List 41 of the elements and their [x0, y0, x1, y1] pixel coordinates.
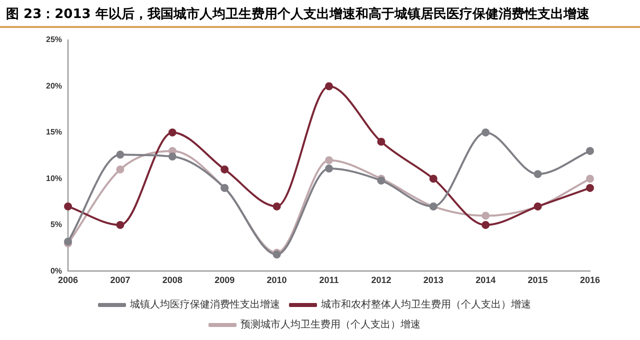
x-tick-label: 2007: [110, 275, 130, 286]
x-tick-label: 2011: [319, 275, 339, 286]
x-tick-label: 2006: [58, 275, 78, 286]
x-tick-label: 2015: [528, 275, 548, 286]
point: [116, 220, 124, 229]
point: [482, 220, 490, 229]
point: [325, 156, 334, 164]
x-tick-label: 2016: [580, 275, 600, 286]
y-tick-label: 25%: [46, 35, 62, 44]
legend-label: 城镇人均医疗保健消费性支出增速: [129, 298, 280, 311]
point: [168, 152, 176, 161]
chart-title: 图 23：2013 年以后，我国城市人均卫生费用个人支出增速和高于城镇居民医疗保健消费性支出增速: [0, 0, 640, 28]
y-tick-label: 15%: [46, 128, 62, 137]
point: [377, 138, 386, 146]
point: [586, 146, 594, 155]
point: [325, 82, 334, 90]
legend-label: 城市和农村整体人均卫生费用（个人支出）增速: [320, 298, 531, 311]
x-tick-label: 2013: [423, 275, 444, 286]
x-tick-label: 2008: [162, 275, 182, 286]
x-tick-label: 2012: [371, 275, 392, 286]
x-tick-label: 2010: [266, 275, 287, 286]
x-tick-label: 2009: [214, 275, 235, 286]
point: [272, 202, 281, 210]
point: [64, 202, 72, 210]
x-tick-label: 2014: [476, 275, 496, 286]
legend-label: 预测城市人均卫生费用（个人支出）增速: [240, 318, 420, 331]
y-tick-label: 5%: [50, 220, 62, 230]
point: [220, 165, 229, 174]
point: [116, 165, 124, 174]
point: [429, 174, 438, 183]
y-tick-label: 10%: [46, 174, 62, 183]
point: [586, 184, 594, 192]
point: [586, 174, 594, 183]
y-tick-label: 0%: [50, 266, 62, 276]
point: [325, 164, 334, 173]
point: [534, 170, 542, 178]
point: [116, 150, 124, 159]
point: [482, 128, 490, 136]
point: [168, 128, 176, 136]
point: [482, 212, 490, 220]
y-tick-label: 20%: [46, 81, 62, 90]
